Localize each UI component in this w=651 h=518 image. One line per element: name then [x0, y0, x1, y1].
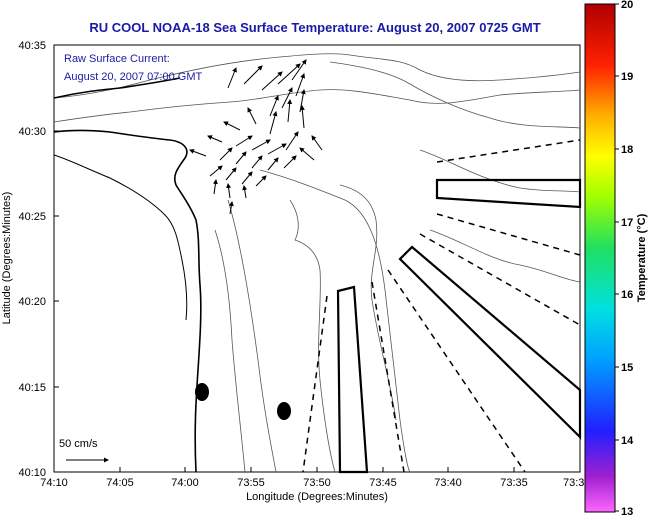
colorbar-tick: 19	[621, 71, 633, 83]
map-title: RU COOL NOAA-18 Sea Surface Temperature:…	[89, 20, 540, 35]
colorbar-tick: 13	[621, 506, 633, 518]
x-tick: 73:40	[434, 477, 462, 489]
colorbar-tick-labels: 20 19 18 17 16 15 14 13	[621, 0, 634, 518]
current-vectors	[189, 59, 323, 215]
x-tick: 74:00	[171, 477, 199, 489]
separation-line-1	[436, 139, 581, 163]
depth-contour-7	[419, 149, 581, 193]
y-tick: 40:35	[18, 40, 46, 52]
depth-contour-2	[53, 89, 581, 123]
inner-shoreline	[53, 154, 188, 321]
x-tick: 73:45	[369, 477, 397, 489]
y-tick: 40:30	[18, 126, 46, 138]
annotation-line-2: August 20, 2007 07:00 GMT	[64, 71, 202, 83]
map-content: 50 cm/s Raw Surface Current: August 20, …	[53, 53, 582, 474]
x-tick: 73:55	[237, 477, 265, 489]
station-marker-2	[277, 402, 291, 420]
y-tick: 40:10	[18, 467, 46, 479]
x-tick: 74:05	[106, 477, 134, 489]
depth-contour-5	[289, 199, 336, 473]
y-tick: 40:20	[18, 296, 46, 308]
colorbar-tick: 15	[621, 362, 633, 374]
station-marker-1	[195, 383, 209, 401]
colorbar-ticks	[615, 3, 619, 512]
axis-ticks	[53, 44, 515, 472]
y-tick: 40:15	[18, 382, 46, 394]
traffic-lane-east	[435, 178, 582, 209]
separation-line-4	[387, 269, 526, 473]
traffic-lane-southeast	[398, 245, 582, 440]
x-tick-labels: 74:10 74:05 74:00 73:55 73:50 73:45 73:4…	[40, 477, 584, 489]
x-tick: 73:35	[500, 477, 528, 489]
depth-contour-3	[329, 61, 581, 129]
coastline	[53, 77, 202, 473]
scale-label: 50 cm/s	[59, 438, 98, 450]
y-tick: 40:25	[18, 211, 46, 223]
x-tick: 74:10	[40, 477, 68, 489]
colorbar-tick: 16	[621, 289, 633, 301]
colorbar-tick: 18	[621, 144, 633, 156]
colorbar-tick: 17	[621, 217, 633, 229]
colorbar-tick: 20	[621, 0, 633, 11]
depth-contour-10	[227, 199, 277, 473]
y-tick-labels: 40:35 40:30 40:25 40:20 40:15 40:10	[18, 40, 46, 479]
colorbar	[584, 3, 616, 513]
annotation-line-1: Raw Surface Current:	[64, 53, 170, 65]
depth-contour-1	[53, 53, 581, 99]
separation-line-3	[419, 233, 581, 326]
separation-line-2	[436, 213, 581, 256]
x-tick: 73:3	[563, 477, 584, 489]
x-tick: 73:50	[303, 477, 331, 489]
y-axis-label: Latitude (Degrees:Minutes)	[1, 192, 13, 325]
colorbar-tick: 14	[621, 435, 634, 447]
depth-contour-8	[429, 229, 581, 283]
separation-line-6	[302, 295, 328, 473]
colorbar-label: Temperature (°C)	[636, 213, 648, 302]
x-axis-label: Longitude (Degrees:Minutes)	[246, 491, 388, 503]
depth-contour-4	[259, 169, 411, 473]
depth-contour-9	[214, 229, 246, 473]
traffic-lane-south	[336, 285, 369, 474]
